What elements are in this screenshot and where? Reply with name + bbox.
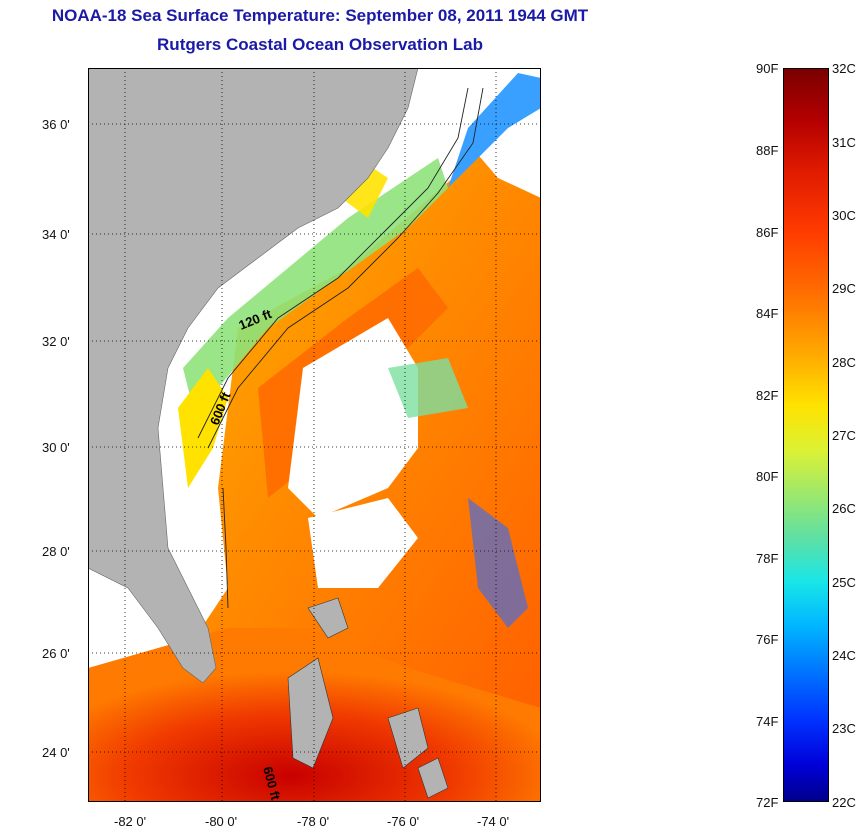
lon-label-82: -82 0' bbox=[114, 814, 147, 829]
green-patch bbox=[388, 358, 468, 418]
map-title: NOAA-18 Sea Surface Temperature: Septemb… bbox=[51, 6, 589, 25]
lat-label-32: 32 0' bbox=[42, 334, 70, 349]
colorbar-label-76f: 76F bbox=[756, 632, 779, 647]
lat-label-36: 36 0' bbox=[42, 117, 70, 132]
colorbar-label-23c: 23C bbox=[832, 721, 856, 736]
colorbar-label-27c: 27C bbox=[832, 428, 856, 443]
land-island-3 bbox=[387, 707, 429, 769]
lat-label-30: 30 0' bbox=[42, 440, 70, 455]
lat-label-26: 26 0' bbox=[42, 646, 70, 661]
colorbar-label-88f: 88F bbox=[756, 143, 779, 158]
sst-map: 120 ft 600 ft 600 ft bbox=[88, 68, 541, 802]
colorbar-label-74f: 74F bbox=[756, 714, 779, 729]
colorbar-label-90f: 90F bbox=[756, 61, 779, 76]
lon-label-74: -74 0' bbox=[477, 814, 510, 829]
lon-label-78: -78 0' bbox=[297, 814, 330, 829]
cold-filament bbox=[468, 498, 528, 628]
colorbar-label-22c: 22C bbox=[832, 795, 856, 810]
colorbar-label-32c: 32C bbox=[832, 61, 856, 76]
land-mainland bbox=[88, 68, 419, 684]
cold-coastal-water bbox=[448, 73, 541, 188]
map-subtitle: Rutgers Coastal Ocean Observation Lab bbox=[157, 35, 483, 54]
lon-label-76: -76 0' bbox=[387, 814, 420, 829]
lat-label-34: 34 0' bbox=[42, 227, 70, 242]
contour-600ft bbox=[207, 87, 484, 449]
colorbar-label-78f: 78F bbox=[756, 551, 779, 566]
land-island bbox=[307, 597, 349, 639]
colorbar-label-31c: 31C bbox=[832, 135, 856, 150]
contour-120ft bbox=[197, 87, 469, 439]
temperature-colorbar bbox=[783, 68, 829, 802]
cloud-patch bbox=[288, 318, 418, 518]
colorbar-label-72f: 72F bbox=[756, 795, 779, 810]
land-island-2 bbox=[287, 657, 334, 769]
colorbar-label-82f: 82F bbox=[756, 388, 779, 403]
colorbar-label-30c: 30C bbox=[832, 208, 856, 223]
lon-label-80: -80 0' bbox=[205, 814, 238, 829]
colorbar-label-26c: 26C bbox=[832, 501, 856, 516]
lat-label-28: 28 0' bbox=[42, 544, 70, 559]
colorbar-label-24c: 24C bbox=[832, 648, 856, 663]
colorbar-label-29c: 29C bbox=[832, 281, 856, 296]
contour-florida bbox=[222, 487, 229, 609]
colorbar-label-25c: 25C bbox=[832, 575, 856, 590]
colorbar-label-80f: 80F bbox=[756, 469, 779, 484]
colorbar-label-86f: 86F bbox=[756, 225, 779, 240]
cloud-patch-2 bbox=[308, 498, 418, 588]
map-frame bbox=[88, 68, 541, 802]
lat-label-24: 24 0' bbox=[42, 745, 70, 760]
colorbar-label-28c: 28C bbox=[832, 355, 856, 370]
land-island-4 bbox=[417, 757, 449, 799]
colorbar-label-84f: 84F bbox=[756, 306, 779, 321]
